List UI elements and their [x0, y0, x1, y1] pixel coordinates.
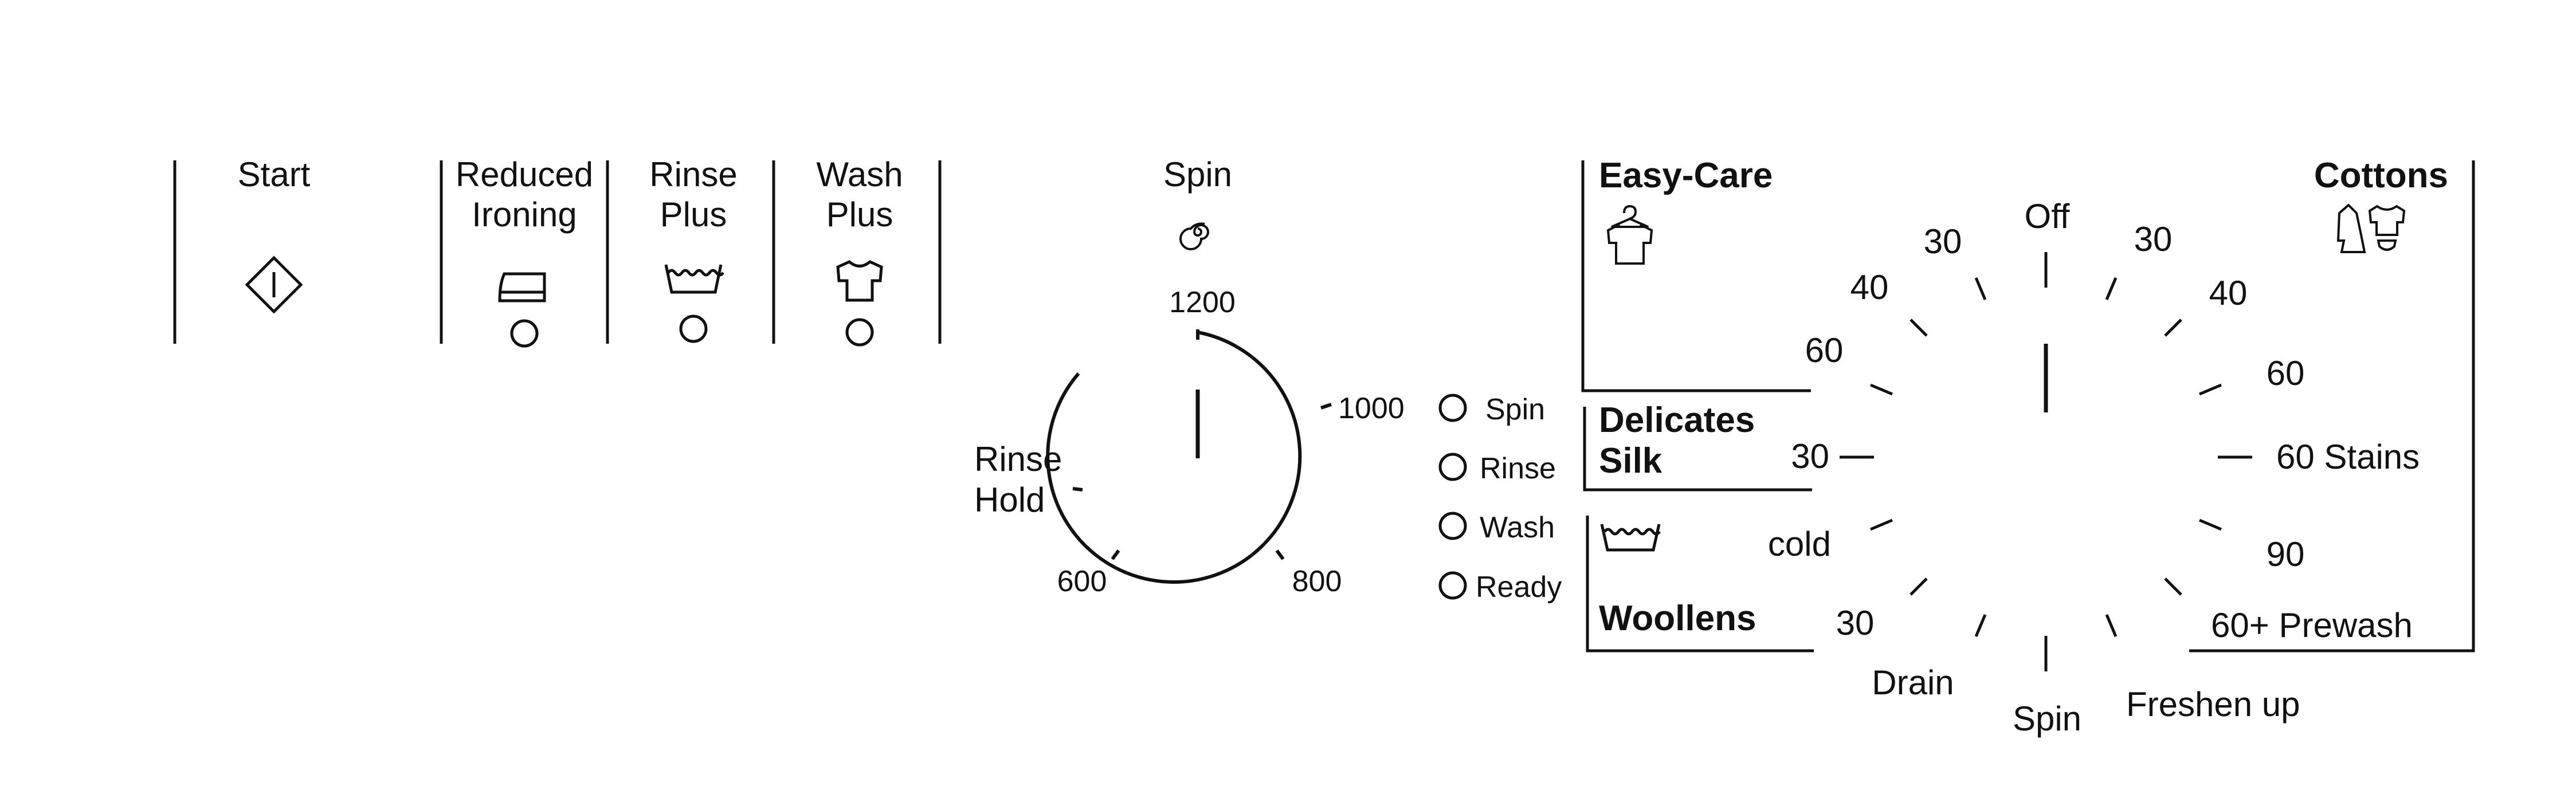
dial-label-delicates-30: 30 — [1791, 437, 1829, 475]
status-spin: Spin — [1438, 393, 1545, 426]
dial-label-cottons-90: 90 — [2267, 535, 2305, 573]
spin-speed-section: Spin 1200 1000 800 600 Rinse Hold — [974, 155, 1405, 598]
spin-dial-arc — [1046, 331, 1302, 584]
status-spin-label: Spin — [1485, 393, 1545, 426]
start-label: Start — [238, 155, 311, 194]
wash-plus-label-line2: Plus — [826, 195, 893, 234]
reduced-ironing-button[interactable]: Reduced Ironing — [456, 155, 593, 348]
dial-label-woollens-30: 30 — [1836, 604, 1875, 642]
cottons-title: Cottons — [2314, 156, 2448, 195]
reduced-ironing-label-line2: Ironing — [472, 195, 577, 234]
programme-selector-section: Easy-Care Cottons Delicates Silk Woollen… — [1581, 156, 2475, 738]
programme-selector-dial[interactable] — [1840, 252, 2252, 671]
rinse-plus-label-line1: Rinse — [649, 155, 737, 194]
start-button[interactable]: Start — [238, 155, 311, 314]
spin-speed-dial[interactable] — [1046, 329, 1332, 584]
spiral-icon — [1179, 222, 1209, 250]
status-rinse-light — [1438, 453, 1467, 481]
dial-label-60-prewash: 60+ Prewash — [2211, 606, 2413, 644]
reduced-ironing-label-line1: Reduced — [456, 155, 593, 194]
dial-label-freshen-up: Freshen up — [2126, 685, 2300, 724]
delicates-title-line2: Silk — [1599, 441, 1663, 481]
spin-mark-1000: 1000 — [1338, 392, 1405, 425]
button-dividers — [173, 160, 942, 344]
dial-label-easy-care-30: 30 — [1924, 222, 1962, 261]
dial-label-woollens-cold: cold — [1768, 525, 1831, 563]
spin-mark-600: 600 — [1057, 565, 1107, 598]
water-tub-wool-icon — [1600, 524, 1661, 552]
status-spin-light — [1438, 394, 1467, 422]
status-indicators: Spin Rinse Wash Ready — [1438, 393, 1562, 604]
dial-label-easy-care-40: 40 — [1850, 268, 1889, 306]
option-buttons-section: Start Reduced Ironing Rinse Plus — [173, 155, 942, 348]
status-wash: Wash — [1438, 511, 1555, 544]
programme-group-lines — [1581, 160, 2475, 652]
spin-dial-ticks — [1072, 329, 1332, 560]
rinse-plus-label-line2: Plus — [660, 195, 727, 234]
wash-plus-button[interactable]: Wash Plus — [816, 155, 903, 347]
dial-label-off: Off — [2025, 197, 2070, 235]
rinse-plus-button[interactable]: Rinse Plus — [649, 155, 738, 343]
status-rinse: Rinse — [1438, 452, 1556, 485]
status-rinse-label: Rinse — [1480, 452, 1556, 485]
tshirt-icon — [836, 260, 883, 302]
rinse-plus-indicator-light — [679, 314, 708, 343]
iron-icon — [498, 272, 546, 302]
dial-label-drain: Drain — [1872, 663, 1954, 702]
dial-label-cottons-60: 60 — [2267, 354, 2305, 392]
spin-title: Spin — [1163, 155, 1232, 194]
delicates-title-line1: Delicates — [1599, 400, 1755, 440]
clothes-icon — [2336, 203, 2406, 253]
dial-label-cottons-30: 30 — [2134, 220, 2173, 258]
status-wash-light — [1438, 512, 1467, 540]
shirt-hanger-icon — [1606, 205, 1653, 265]
start-diamond-icon — [245, 255, 303, 314]
status-ready-label: Ready — [1476, 571, 1562, 604]
rinse-hold-label-line1: Rinse — [974, 440, 1062, 478]
reduced-ironing-indicator-light — [510, 319, 539, 348]
rinse-hold-label-line2: Hold — [974, 481, 1045, 519]
water-tub-icon — [664, 264, 724, 294]
status-ready: Ready — [1438, 571, 1562, 604]
easy-care-title: Easy-Care — [1599, 156, 1773, 195]
programme-dial-ticks — [1840, 252, 2252, 671]
status-wash-label: Wash — [1480, 511, 1555, 544]
spin-mark-800: 800 — [1292, 565, 1342, 598]
spin-mark-1200: 1200 — [1169, 286, 1236, 319]
wash-plus-indicator-light — [845, 318, 874, 347]
dial-label-easy-care-60: 60 — [1805, 331, 1844, 369]
wash-plus-label-line1: Wash — [816, 155, 903, 194]
dial-label-cottons-40: 40 — [2209, 274, 2248, 312]
dial-label-60-stains: 60 Stains — [2276, 438, 2420, 476]
woollens-title: Woollens — [1599, 599, 1756, 638]
dial-label-spin: Spin — [2013, 699, 2081, 738]
status-ready-light — [1438, 571, 1467, 600]
